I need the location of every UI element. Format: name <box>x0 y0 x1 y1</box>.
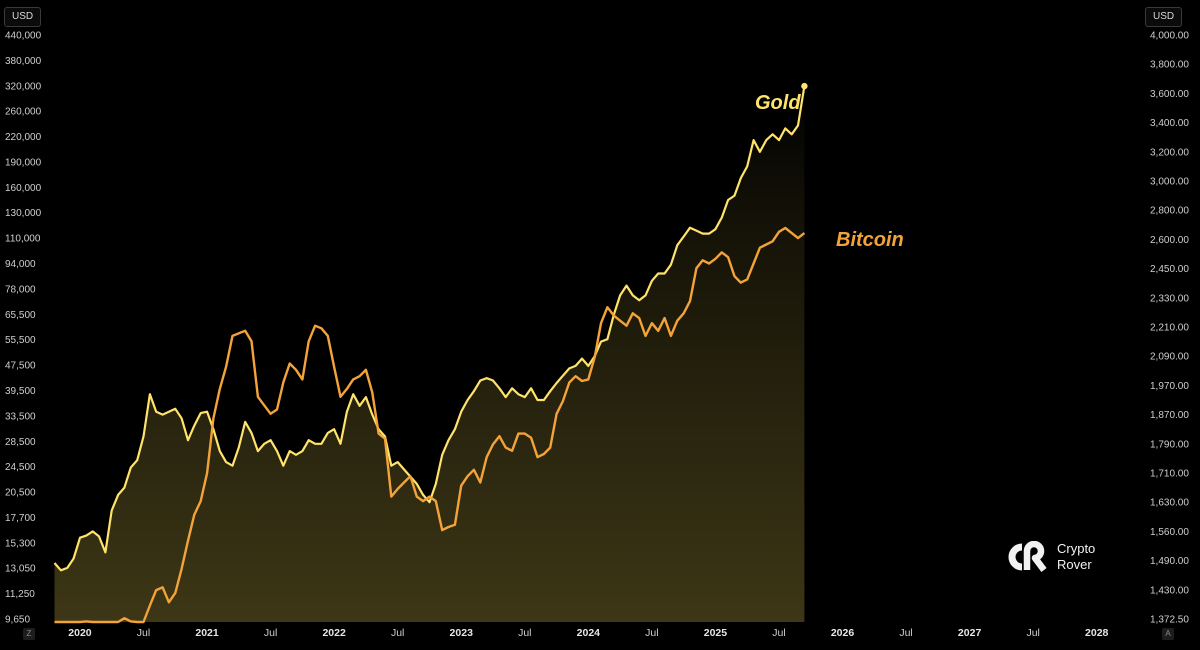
left-axis-tick-label: 33,500 <box>5 411 36 422</box>
left-axis-tick-label: 9,650 <box>5 615 30 626</box>
gold-series-line <box>53 85 806 572</box>
left-axis-ticks: 440,000 380,000 320,000 260,000 220,000 190,0… <box>5 31 42 626</box>
x-axis-tick-label: 2022 <box>322 627 346 639</box>
x-axis-tick-label: 2027 <box>958 627 982 639</box>
left-axis-tick-label: 20,500 <box>5 488 36 499</box>
left-axis-tick-label: 110,000 <box>5 234 41 245</box>
left-axis-tick-label: 320,000 <box>5 81 42 92</box>
left-axis-tick-label: 78,000 <box>5 284 36 295</box>
right-axis-tick-label: 3,400.00 <box>1150 118 1189 129</box>
right-axis-tick-label: 3,000.00 <box>1150 177 1189 188</box>
right-axis-tick-label: 4,000.00 <box>1150 31 1189 42</box>
left-axis-tick-label: 260,000 <box>5 107 42 118</box>
left-axis-tick-label: 220,000 <box>5 132 42 143</box>
right-axis-tick-label: 1,970.00 <box>1150 381 1189 392</box>
x-axis-ticks: 2020 Jul 2021 Jul 2022 Jul 2023 Jul 2024 Jul 2025 J… <box>68 627 1108 639</box>
x-axis-tick-label: 2028 <box>1085 627 1109 639</box>
x-axis-tick-label: Jul <box>518 627 531 639</box>
right-axis-tick-label: 2,800.00 <box>1150 206 1189 217</box>
x-axis-tick-label: Jul <box>1026 627 1039 639</box>
auto-scale-left-button[interactable]: Z <box>23 628 35 640</box>
crypto-rover-logo-icon <box>1008 541 1047 572</box>
right-axis-tick-label: 2,090.00 <box>1150 352 1189 363</box>
left-axis-tick-label: 160,000 <box>5 183 42 194</box>
right-axis-tick-label: 1,710.00 <box>1150 469 1189 480</box>
left-axis-tick-label: 17,700 <box>5 513 36 524</box>
left-axis-tick-label: 28,500 <box>5 437 36 448</box>
left-axis-tick-label: 47,500 <box>5 361 36 372</box>
left-axis-tick-label: 39,500 <box>5 386 36 397</box>
x-axis-tick-label: 2023 <box>450 627 474 639</box>
right-axis-tick-label: 1,630.00 <box>1150 498 1189 509</box>
left-axis-tick-label: 55,500 <box>5 335 36 346</box>
right-axis-tick-label: 2,600.00 <box>1150 235 1189 246</box>
right-axis-tick-label: 1,490.00 <box>1150 556 1189 567</box>
left-axis-tick-label: 13,050 <box>5 564 36 575</box>
left-axis-tick-label: 11,250 <box>5 589 35 600</box>
left-axis-tick-label: 440,000 <box>5 31 42 42</box>
bitcoin-series-line <box>54 226 806 624</box>
right-axis-tick-label: 2,450.00 <box>1150 264 1189 275</box>
right-axis-tick-label: 1,430.00 <box>1150 585 1189 596</box>
left-axis-tick-label: 65,500 <box>5 310 36 321</box>
right-currency-label[interactable]: USD <box>1145 7 1183 27</box>
right-axis-tick-label: 2,330.00 <box>1150 293 1189 304</box>
right-axis-tick-label: 3,600.00 <box>1150 89 1189 100</box>
right-axis-tick-label: 1,790.00 <box>1150 439 1189 450</box>
right-axis-tick-label: 1,372.50 <box>1150 615 1189 626</box>
right-axis-tick-label: 1,870.00 <box>1150 410 1189 421</box>
x-axis-tick-label: 2026 <box>831 627 855 639</box>
gold-last-point <box>801 82 808 90</box>
crypto-rover-logo: Crypto Rover <box>1005 541 1095 573</box>
x-axis-tick-label: Jul <box>137 627 150 639</box>
right-axis-tick-label: 1,560.00 <box>1150 527 1189 538</box>
x-axis-tick-label: Jul <box>899 627 912 639</box>
left-currency-label[interactable]: USD <box>4 7 42 27</box>
right-axis-tick-label: 3,800.00 <box>1150 60 1189 71</box>
brand-line-2: Rover <box>1057 557 1092 572</box>
left-axis-tick-label: 380,000 <box>5 56 42 67</box>
x-axis-tick-label: 2020 <box>68 627 92 639</box>
x-axis-tick-label: Jul <box>264 627 277 639</box>
left-axis-tick-label: 24,500 <box>5 462 36 473</box>
left-axis-tick-label: 15,300 <box>5 538 36 549</box>
auto-scale-right-button[interactable]: A <box>1162 628 1174 640</box>
x-axis-tick-label: 2024 <box>577 627 601 639</box>
x-axis-tick-label: Jul <box>645 627 658 639</box>
x-axis-tick-label: Jul <box>391 627 404 639</box>
right-axis-ticks: 4,000.00 3,800.00 3,600.00 3,400.00 3,200.00… <box>1150 31 1189 626</box>
brand-line-1: Crypto <box>1057 541 1096 556</box>
x-axis-tick-label: Jul <box>772 627 785 639</box>
right-axis-tick-label: 3,200.00 <box>1150 147 1189 158</box>
x-axis-tick-label: 2025 <box>704 627 728 639</box>
right-axis-tick-label: 2,210.00 <box>1150 323 1189 334</box>
left-axis-tick-label: 130,000 <box>5 208 42 219</box>
left-axis-tick-label: 190,000 <box>5 157 42 168</box>
bitcoin-legend-label: Bitcoin <box>836 229 904 251</box>
gold-legend-label: Gold <box>755 92 801 114</box>
x-axis-tick-label: 2021 <box>195 627 219 639</box>
gold-area-fill <box>54 86 805 623</box>
left-axis-tick-label: 94,000 <box>5 259 36 270</box>
